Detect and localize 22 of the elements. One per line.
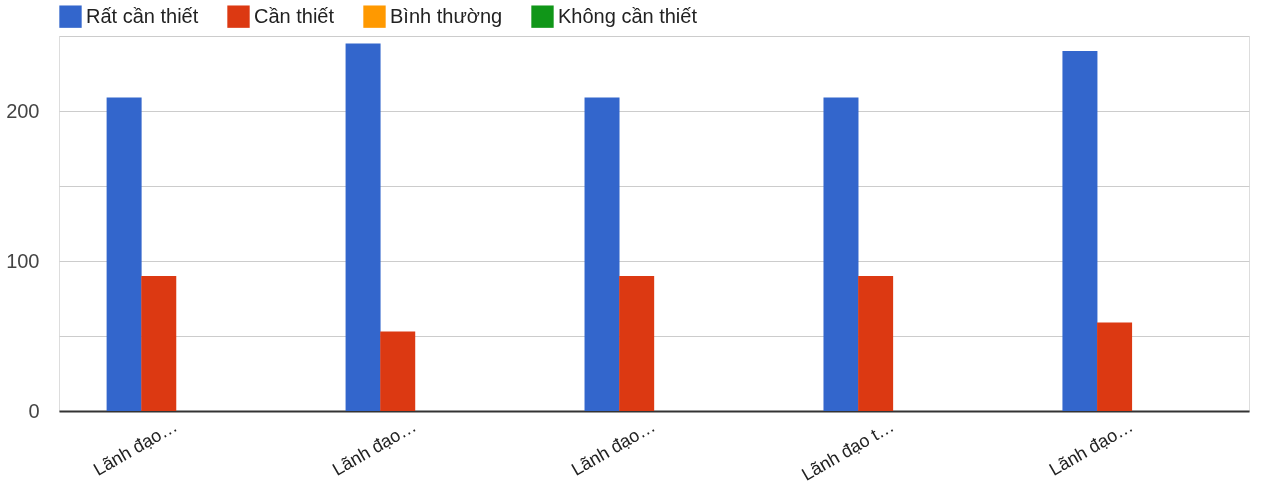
bar	[858, 276, 894, 411]
bar	[1062, 51, 1098, 411]
bar	[345, 43, 381, 411]
legend-label: Không cần thiết	[558, 4, 698, 27]
x-tick-label: Lãnh đạo…	[1045, 415, 1137, 480]
x-tick-label: Lãnh đạo…	[328, 415, 420, 480]
bar	[380, 331, 416, 411]
bar	[106, 97, 142, 411]
legend-label: Cần thiết	[254, 4, 335, 27]
y-tick-label: 100	[6, 249, 40, 272]
x-tick-label: Lãnh đạo…	[89, 415, 181, 480]
bar	[141, 276, 177, 411]
y-tick-label: 0	[28, 399, 40, 422]
bar	[584, 97, 620, 411]
bar	[1097, 322, 1133, 411]
x-tick-label: Lãnh đạo t…	[798, 415, 898, 485]
bar	[823, 97, 859, 411]
x-tick-label: Lãnh đạo…	[567, 415, 659, 480]
legend-label: Bình thường	[390, 4, 503, 27]
legend-label: Rất cần thiết	[86, 4, 199, 27]
bar	[619, 276, 655, 411]
y-tick-label: 200	[6, 99, 40, 122]
